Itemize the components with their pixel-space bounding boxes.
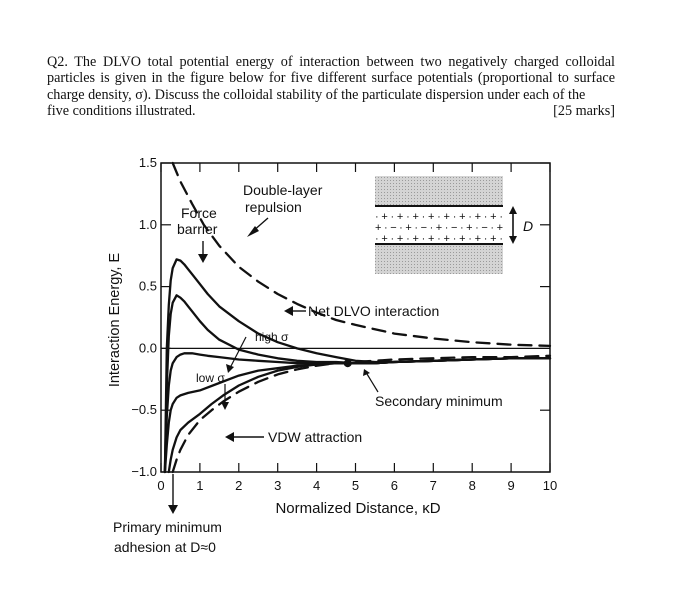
- y-tick-label: 1.5: [139, 155, 157, 170]
- inset-charges-row-3: ·+·+·+·+·+·+·+·+·: [375, 233, 503, 245]
- x-tick-label: 10: [543, 478, 557, 493]
- vdw-label: VDW attraction: [268, 429, 362, 445]
- x-tick-label: 1: [196, 478, 203, 493]
- series-line-7: [171, 354, 552, 474]
- chart-curves: [163, 161, 552, 474]
- x-tick-label: 8: [469, 478, 476, 493]
- x-tick-label: 4: [313, 478, 320, 493]
- net-dlvo-arrowhead: [284, 306, 293, 316]
- y-tick-label: 0.0: [139, 340, 157, 355]
- double-layer-label-2: repulsion: [245, 199, 302, 215]
- chart-axes: 0 1 2 3 4 5 6 7 8 9 10 1.5 1.0 0.5 0.0 −0.5 −1.0: [131, 155, 557, 493]
- low-sigma-label: low σ: [196, 371, 225, 385]
- x-tick-label: 0: [157, 478, 164, 493]
- x-tick-label: 2: [235, 478, 242, 493]
- vdw-arrowhead: [225, 432, 234, 442]
- question-marks: [25 marks]: [553, 103, 615, 120]
- question-last-line: five conditions illustrated. [25 marks]: [47, 103, 615, 119]
- series-line-5: [167, 357, 552, 474]
- force-barrier-label-1: Force: [181, 205, 217, 221]
- secondary-minimum-point: [343, 359, 352, 368]
- y-tick-label: 1.0: [139, 217, 157, 232]
- primary-minimum-label-1: Primary minimum: [113, 519, 222, 535]
- y-tick-label: −0.5: [131, 402, 157, 417]
- x-tick-label: 3: [274, 478, 281, 493]
- secondary-minimum-arrow: [366, 373, 379, 393]
- primary-minimum-label-2: adhesion at D≈0: [114, 539, 216, 555]
- question-text: Q2. The DLVO total potential energy of i…: [47, 54, 615, 120]
- net-dlvo-label: Net DLVO interaction: [308, 303, 439, 319]
- double-layer-arrowhead: [247, 226, 259, 237]
- high-sigma-arrowhead: [226, 364, 234, 373]
- inset-charges-row-1: ·+·+·+·+·+·+·+·+·: [375, 211, 503, 223]
- inset-top-plate: [375, 176, 503, 206]
- primary-minimum-arrowhead: [168, 505, 178, 514]
- x-axis-label: Normalized Distance, κD: [275, 500, 440, 517]
- inset-d-label: D: [523, 218, 533, 234]
- y-tick-label: −1.0: [131, 464, 157, 479]
- inset-diagram: ·+·+·+·+·+·+·+·+· +·−·+·−·+·−·+·−·+ ·+·+…: [375, 176, 533, 274]
- x-tick-label: 6: [391, 478, 398, 493]
- inset-d-arrowhead-bottom: [509, 236, 517, 244]
- chart-annotations: Force barrier Double-layer repulsion Net…: [113, 182, 503, 555]
- inset-d-arrowhead-top: [509, 206, 517, 214]
- x-tick-label: 9: [507, 478, 514, 493]
- y-tick-label: 0.5: [139, 279, 157, 294]
- high-sigma-arrow: [229, 336, 247, 369]
- inset-bottom-plate: [375, 244, 503, 274]
- inset-charges-row-2: +·−·+·−·+·−·+·−·+: [375, 222, 503, 234]
- secondary-minimum-label: Secondary minimum: [375, 393, 503, 409]
- low-sigma-arrowhead: [221, 402, 229, 410]
- question-last-text: five conditions illustrated.: [47, 103, 196, 120]
- question-body: Q2. The DLVO total potential energy of i…: [47, 54, 615, 103]
- force-barrier-label-2: barrier: [177, 221, 218, 237]
- force-barrier-arrowhead: [198, 254, 208, 263]
- y-axis-label: Interaction Energy, E: [107, 253, 123, 388]
- high-sigma-label: high σ: [255, 330, 289, 344]
- double-layer-label-1: Double-layer: [243, 182, 323, 198]
- secondary-minimum-arrowhead: [363, 369, 370, 376]
- x-tick-label: 7: [430, 478, 437, 493]
- series-line-6: [171, 161, 552, 348]
- x-tick-label: 5: [352, 478, 359, 493]
